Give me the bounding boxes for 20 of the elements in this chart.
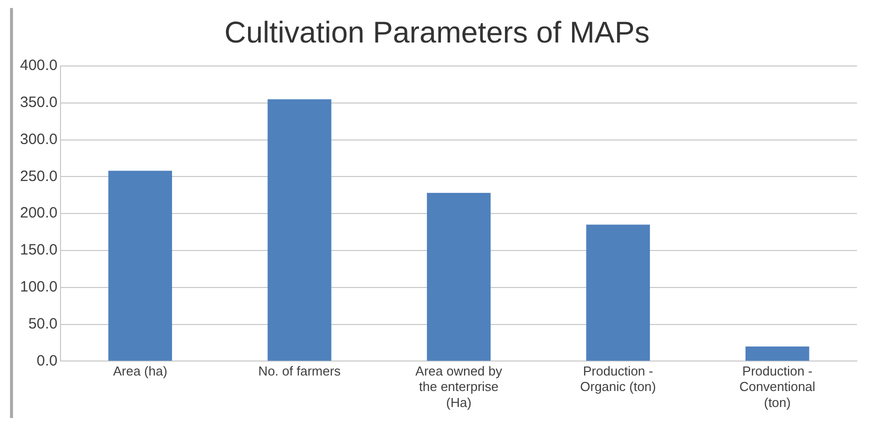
y-tick-label: 250.0: [20, 168, 58, 185]
y-tick-label: 400.0: [20, 57, 58, 74]
x-tick-label: Area (ha): [113, 364, 168, 379]
chart-title: Cultivation Parameters of MAPs: [224, 16, 650, 50]
bar: [586, 224, 650, 361]
y-tick-label: 200.0: [20, 204, 58, 222]
x-tick-label: Production - Conventional (ton): [739, 364, 816, 410]
y-tick-label: 0.0: [36, 352, 58, 370]
y-tick-label: 300.0: [20, 130, 58, 148]
y-tick-label: 150.0: [20, 242, 58, 259]
bar: [745, 346, 810, 361]
x-tick-label: Production - Organic (ton): [580, 364, 656, 394]
x-tick-label: Area owned by the enterprise (Ha): [415, 364, 503, 410]
y-tick-label: 100.0: [20, 278, 58, 296]
y-tick-label: 50.0: [28, 315, 58, 332]
bar: [426, 192, 491, 361]
bar: [268, 99, 332, 361]
y-tick-label: 350.0: [20, 94, 58, 112]
bar: [108, 170, 172, 361]
x-tick-label: No. of farmers: [258, 364, 342, 379]
